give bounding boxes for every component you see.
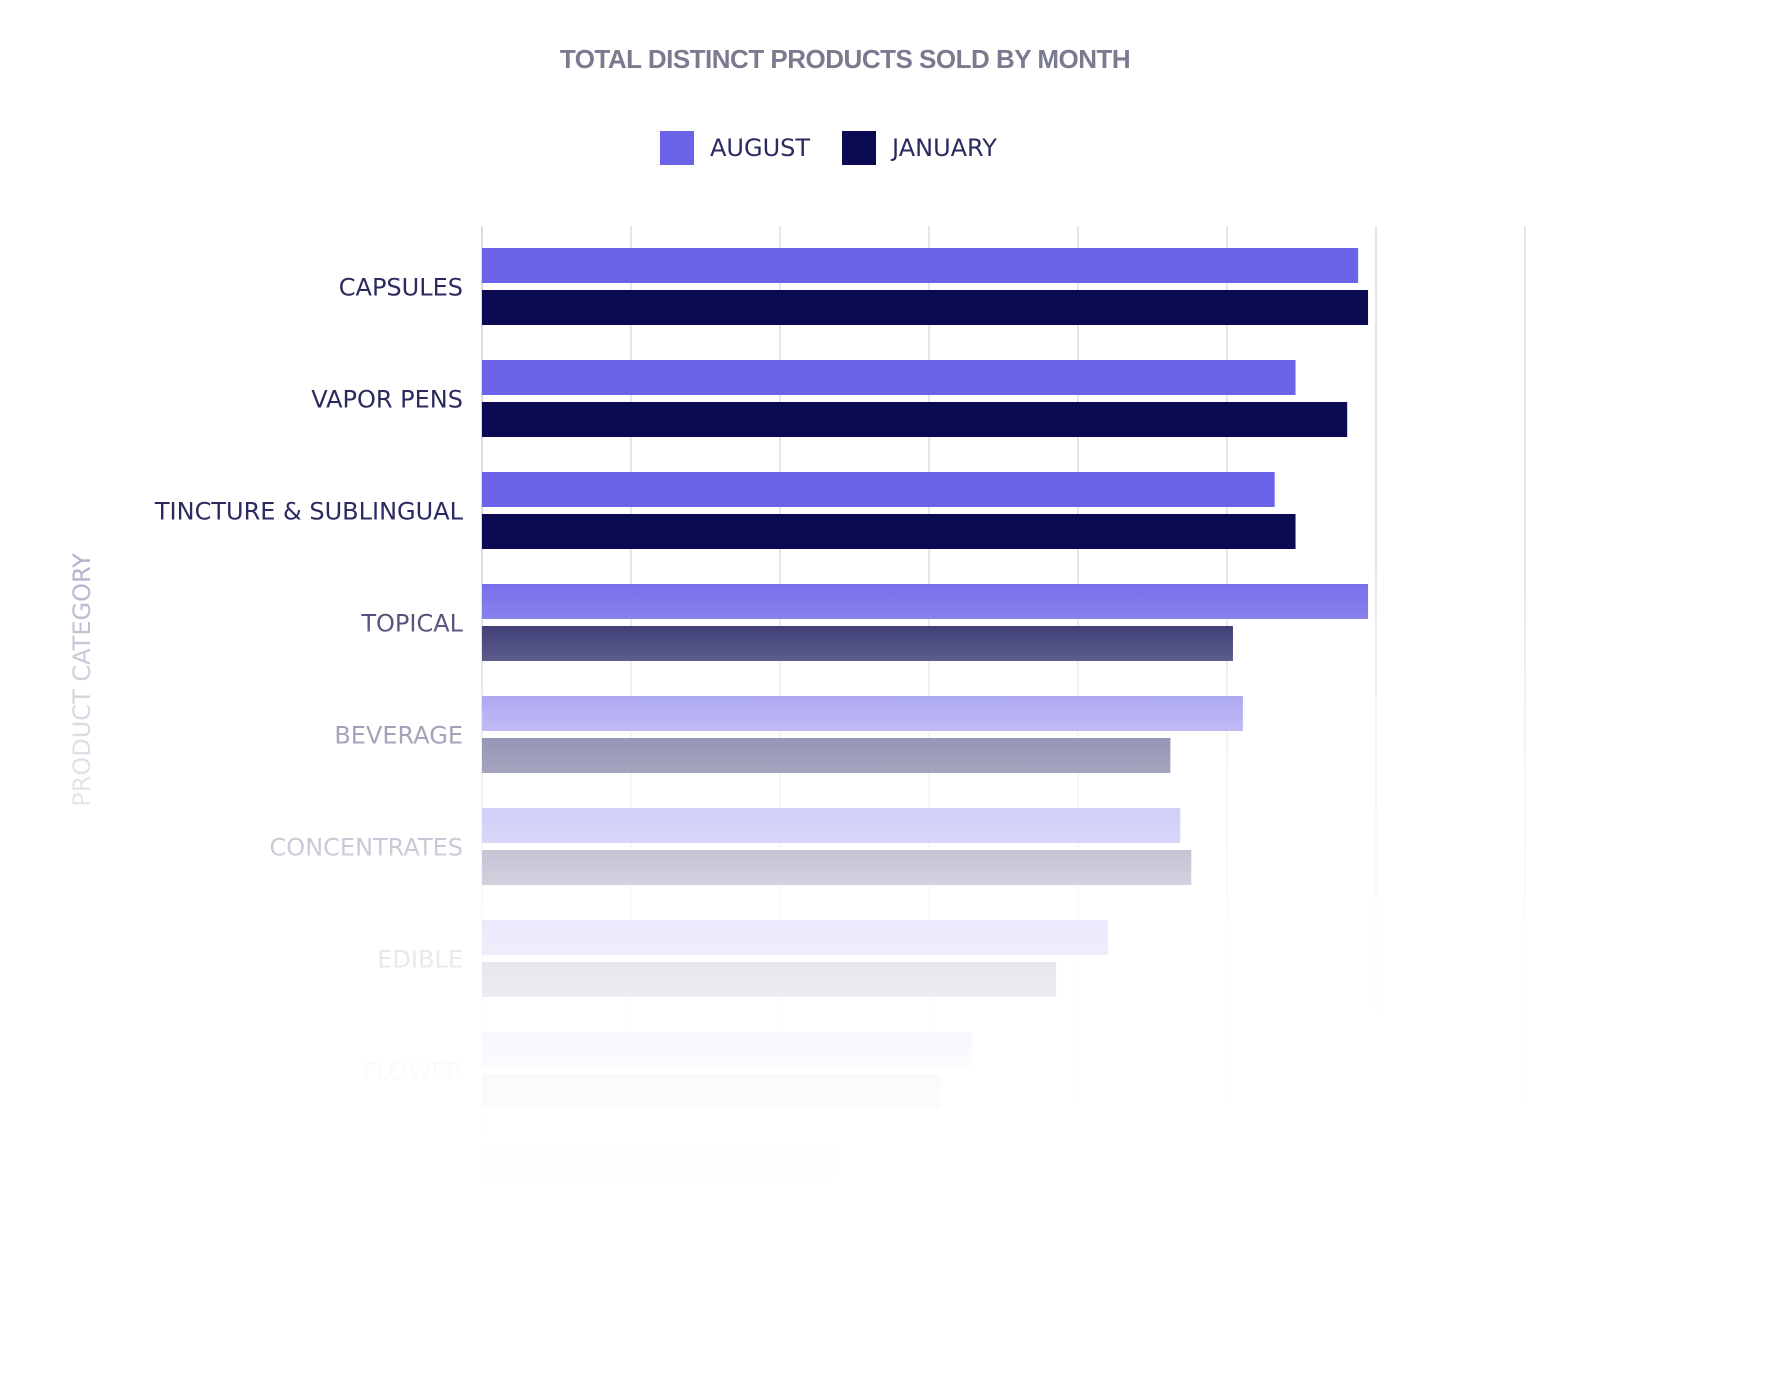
legend-label-january: JANUARY [892, 134, 997, 162]
bar-january-7 [482, 1074, 941, 1109]
category-label-3: TOPICAL [360, 610, 463, 638]
legend: AUGUST JANUARY [660, 131, 1029, 165]
bar-january-5 [482, 850, 1192, 885]
bar-august-6 [482, 920, 1108, 955]
legend-item-august: AUGUST [660, 131, 810, 165]
y-axis-title: PRODUCT CATEGORY [68, 553, 96, 807]
bar-january-3 [482, 626, 1233, 661]
category-label-1: VAPOR PENS [311, 386, 463, 414]
bar-august-5 [482, 808, 1181, 843]
legend-item-january: JANUARY [842, 131, 997, 165]
legend-swatch-january [842, 131, 877, 165]
bar-january-2 [482, 514, 1296, 549]
bar-august-3 [482, 584, 1369, 619]
category-label-2: TINCTURE & SUBLINGUAL [154, 498, 464, 526]
bar-january-4 [482, 738, 1171, 773]
bar-august-7 [482, 1032, 972, 1067]
category-labels: CAPSULES VAPOR PENS TINCTURE & SUBLINGUAL T… [154, 274, 464, 1086]
bar-august-4 [482, 696, 1243, 731]
category-label-4: BEVERAGE [334, 722, 463, 750]
bar-august-0 [482, 248, 1359, 283]
category-label-6: EDIBLE [377, 946, 463, 974]
legend-label-august: AUGUST [710, 134, 811, 162]
bars [482, 248, 1369, 1179]
bar-january-6 [482, 962, 1057, 997]
category-label-0: CAPSULES [339, 274, 463, 302]
category-label-5: CONCENTRATES [270, 834, 463, 862]
bar-january-0 [482, 290, 1369, 325]
legend-swatch-august [660, 131, 694, 165]
category-label-7: FLOWER [362, 1058, 463, 1086]
bar-august-1 [482, 360, 1296, 395]
bar-august-2 [482, 472, 1275, 507]
bar-january-1 [482, 402, 1348, 437]
chart-title: TOTAL DISTINCT PRODUCTS SOLD BY MONTH [559, 44, 1131, 74]
bar-august-8 [482, 1144, 835, 1179]
